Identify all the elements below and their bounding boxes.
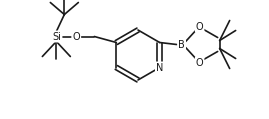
Text: Si: Si	[52, 32, 61, 42]
Text: O: O	[196, 22, 203, 32]
Text: N: N	[156, 62, 163, 72]
Text: B: B	[178, 40, 185, 50]
Text: O: O	[73, 32, 80, 42]
Text: O: O	[196, 57, 203, 67]
